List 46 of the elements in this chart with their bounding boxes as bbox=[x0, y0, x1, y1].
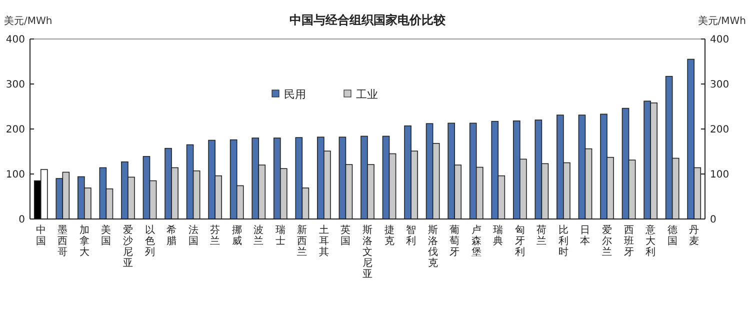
x-tick-label: 中国 bbox=[36, 224, 46, 247]
x-tick-label: 德国 bbox=[667, 225, 678, 247]
x-tick-label: 新西兰 bbox=[297, 224, 308, 258]
y2-tick-label: 400 bbox=[710, 34, 730, 46]
y2-tick-label: 0 bbox=[710, 214, 716, 226]
x-tick-label: 捷克 bbox=[384, 224, 394, 247]
y2-axis-title: 美元/MWh bbox=[698, 15, 746, 27]
x-tick-label: 西班牙 bbox=[624, 225, 634, 258]
x-tick-label: 美国 bbox=[101, 224, 112, 247]
y-tick-label: 300 bbox=[6, 80, 25, 90]
x-tick-label: 土耳其 bbox=[318, 224, 329, 258]
x-tick-label: 意大利 bbox=[644, 224, 656, 258]
x-tick-label: 瑞典 bbox=[493, 224, 504, 247]
x-tick-label: 希腊 bbox=[166, 224, 177, 247]
y2-tick-label: 300 bbox=[710, 80, 730, 90]
x-tick-label: 墨西哥 bbox=[58, 225, 68, 258]
x-tick-label: 斯洛文尼亚 bbox=[362, 224, 372, 280]
y-axis-title: 美元/MWh bbox=[4, 15, 52, 27]
legend-label: 民用 bbox=[284, 88, 306, 101]
y-tick-label: 400 bbox=[6, 34, 25, 46]
x-tick-label: 荷兰 bbox=[536, 224, 547, 247]
x-tick-label: 比利时 bbox=[558, 224, 568, 258]
x-tick-label: 葡萄牙 bbox=[450, 224, 460, 258]
x-tick-label: 瑞士 bbox=[275, 224, 286, 247]
y2-tick-label: 100 bbox=[710, 170, 730, 180]
x-tick-label: 匈牙利 bbox=[514, 224, 525, 258]
x-tick-label: 加拿大 bbox=[79, 224, 90, 258]
x-tick-label: 爱尔兰 bbox=[602, 224, 612, 258]
x-tick-label: 日本 bbox=[580, 225, 590, 247]
x-tick-label: 法国 bbox=[188, 224, 198, 247]
x-tick-label: 波兰 bbox=[254, 224, 264, 247]
y-tick-label: 0 bbox=[18, 214, 25, 226]
x-tick-label: 斯洛伐克 bbox=[428, 224, 438, 269]
y2-tick-label: 200 bbox=[710, 124, 730, 136]
x-tick-label: 卢森堡 bbox=[471, 224, 482, 258]
x-tick-label: 爱沙尼亚 bbox=[122, 224, 133, 269]
x-tick-label: 以色列 bbox=[144, 224, 155, 258]
legend-label: 工业 bbox=[356, 88, 378, 101]
y-tick-label: 200 bbox=[6, 124, 25, 136]
x-tick-label: 丹麦 bbox=[689, 225, 700, 247]
y-tick-label: 100 bbox=[6, 170, 25, 180]
x-tick-label: 挪威 bbox=[232, 224, 242, 247]
x-tick-label: 芬兰 bbox=[210, 224, 220, 247]
x-tick-label: 英国 bbox=[340, 224, 351, 247]
chart-title: 中国与经合组织国家电价比较 bbox=[290, 13, 446, 27]
x-tick-label: 智利 bbox=[406, 224, 416, 247]
